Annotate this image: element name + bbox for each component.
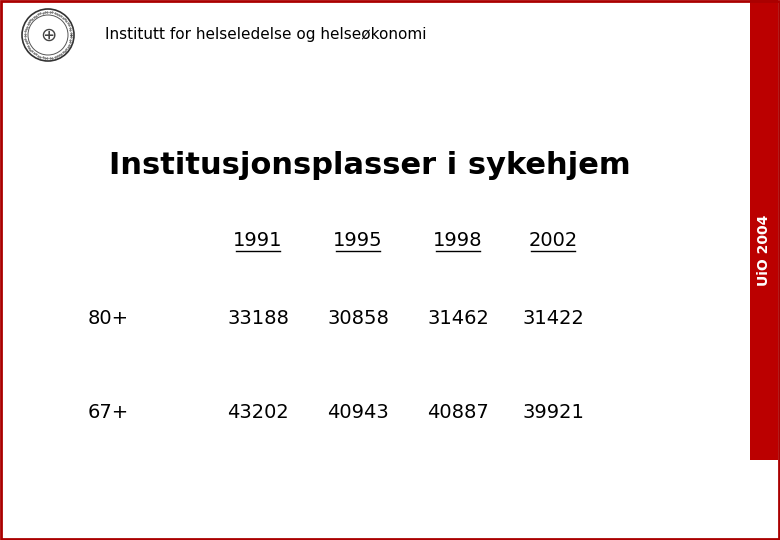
Text: 2002: 2002: [528, 231, 578, 249]
Text: Institutt for helseledelse og helseøkonomi: Institutt for helseledelse og helseøkono…: [105, 28, 427, 43]
Text: 40943: 40943: [327, 402, 389, 422]
Text: 43202: 43202: [227, 402, 289, 422]
Text: 33188: 33188: [227, 308, 289, 327]
Text: 40887: 40887: [427, 402, 489, 422]
Bar: [750, 0, 778, 460]
Text: 1998: 1998: [433, 231, 483, 249]
Text: 30858: 30858: [327, 308, 389, 327]
Text: 1991: 1991: [233, 231, 282, 249]
Text: UiO 2004: UiO 2004: [757, 214, 771, 286]
Text: Institusjonsplasser i sykehjem: Institusjonsplasser i sykehjem: [109, 151, 631, 179]
Text: 39921: 39921: [522, 402, 584, 422]
Text: ⊕: ⊕: [40, 25, 56, 44]
Text: 67+: 67+: [87, 402, 129, 422]
Text: 1995: 1995: [333, 231, 383, 249]
Text: 31462: 31462: [427, 308, 489, 327]
Text: 31422: 31422: [522, 308, 584, 327]
Text: 80+: 80+: [87, 308, 129, 327]
